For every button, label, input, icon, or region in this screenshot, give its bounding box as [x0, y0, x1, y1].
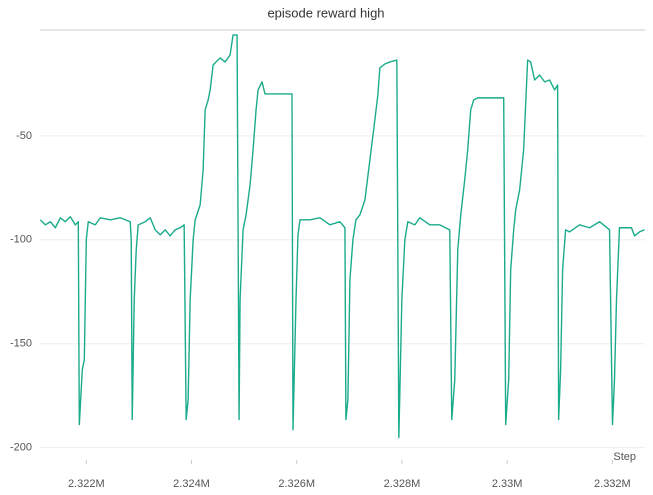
x-axis-label: Step	[613, 451, 636, 463]
x-tick-label: 2.322M	[68, 478, 105, 490]
y-tick-label: -50	[16, 130, 32, 142]
x-tick-label: 2.324M	[173, 478, 210, 490]
x-tick-label: 2.332M	[594, 478, 631, 490]
y-tick-label: -200	[10, 442, 32, 454]
x-tick-label: 2.328M	[384, 478, 421, 490]
x-tick-label: 2.326M	[278, 478, 315, 490]
line-series	[39, 34, 645, 439]
chart-title: episode reward high	[267, 5, 384, 20]
y-tick-label: -150	[10, 338, 32, 350]
x-tick-label: 2.33M	[492, 478, 523, 490]
y-tick-label: -100	[10, 234, 32, 246]
